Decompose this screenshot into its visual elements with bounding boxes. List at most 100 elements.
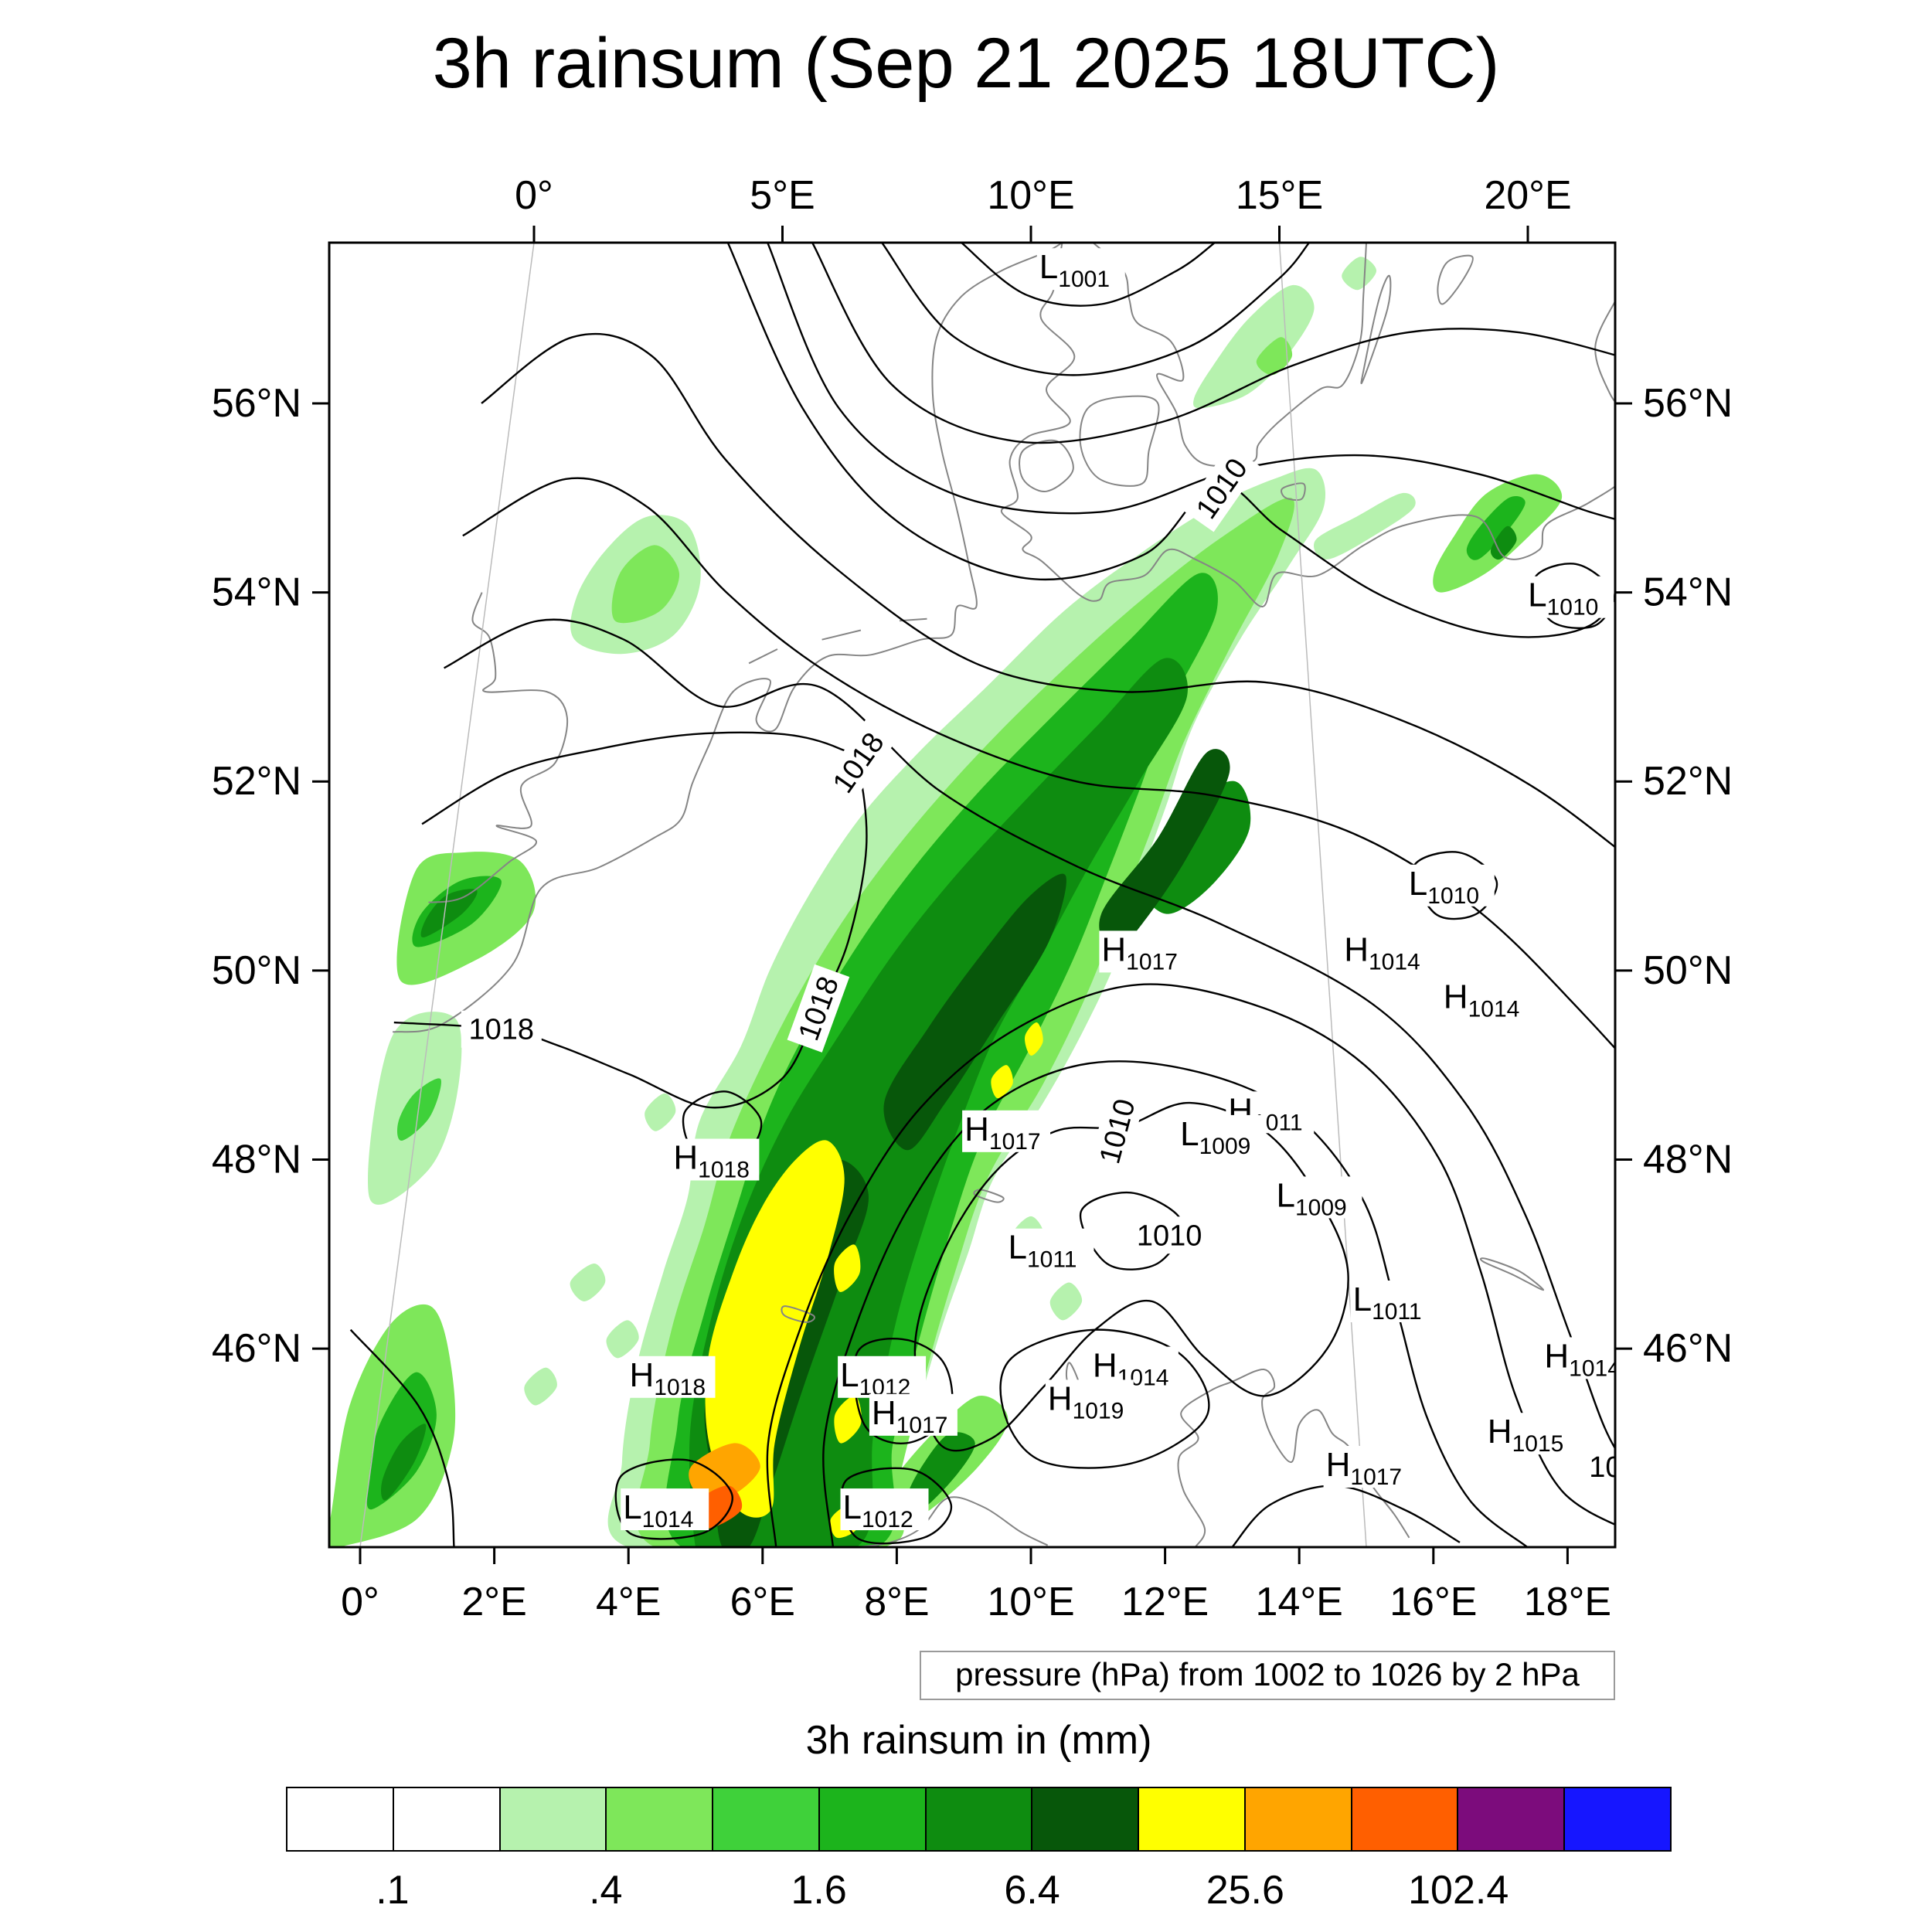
pressure-center-high: H1015 [1485,1413,1573,1457]
coastline [1092,243,1367,467]
rain-patch [1342,257,1377,291]
svg-text:L1001: L1001 [1039,248,1110,292]
svg-text:L1010: L1010 [1409,865,1479,909]
svg-text:L1010: L1010 [1528,577,1598,621]
coastline [1360,274,1392,385]
axis-label-right: 54°N [1643,570,1733,615]
axis-label-left: 56°N [212,381,301,426]
map-frame [328,241,1617,1549]
rain-patch [705,1140,845,1518]
pressure-center-high: H1014 [1542,1337,1621,1381]
axis-label-right: 52°N [1643,759,1733,804]
contour-label: 1010 [1088,1087,1146,1175]
axis-label-top: 15°E [1236,173,1323,218]
isobar [481,332,1615,849]
svg-text:L1009: L1009 [1277,1176,1347,1220]
coastline [821,629,862,641]
colorbar-cell [1458,1788,1566,1850]
pressure-center-low: L1011 [1350,1281,1439,1325]
colorbar-cell [926,1788,1033,1850]
colorbar-cell [1032,1788,1140,1850]
contour-label: 1018 [461,1010,542,1048]
axis-label-bottom: 14°E [1256,1580,1343,1624]
pressure-center-low: L1010 [1406,864,1495,909]
pressure-center-high: H1017 [1099,930,1188,975]
pressure-center-high: H1018 [627,1355,716,1400]
isobar [961,243,1216,307]
graticule-line [359,243,535,1547]
rain-patch [570,1264,606,1301]
colorbar-cell [1245,1788,1352,1850]
isobar [349,1328,455,1547]
isobar [840,1467,952,1545]
axis-label-top: 20°E [1484,173,1571,218]
svg-text:1014: 1014 [1589,1451,1655,1484]
axis-label-left: 50°N [212,948,301,993]
isobar [881,243,1311,376]
coastline [392,243,1063,1033]
rain-patch [1099,749,1230,952]
isobar [462,477,1615,1050]
isobar [444,618,1615,1451]
coastline [748,648,778,665]
axis-label-right: 56°N [1643,381,1733,426]
rain-patch [1490,526,1517,560]
rain-patch [1466,496,1526,560]
colorbar-cell [713,1788,820,1850]
rain-patch [883,873,1066,1151]
axis-label-top: 10°E [987,173,1074,218]
colorbar-cell [287,1788,394,1850]
rain-patch [834,1396,862,1444]
axis-label-bottom: 12°E [1121,1580,1209,1624]
pressure-center-low: L1010 [1526,576,1614,621]
colorbar-cell [607,1788,714,1850]
svg-text:H1014: H1014 [1444,978,1520,1022]
isobar [766,983,1615,1547]
axis-label-bottom: 16°E [1389,1580,1477,1624]
coastline [1079,395,1160,487]
pressure-center-low: L1009 [1274,1176,1362,1220]
coastline [1019,439,1074,492]
pressure-center-low: L1012 [840,1488,929,1532]
colorbar-cell [1139,1788,1246,1850]
rain-patch [689,1443,760,1499]
axis-label-bottom: 2°E [461,1580,526,1624]
svg-text:L1014: L1014 [623,1488,693,1532]
svg-text:H1014: H1014 [1544,1337,1621,1381]
pressure-center-high: H1017 [962,1110,1051,1155]
isobar [767,243,1615,521]
axis-label-bottom: 0° [341,1580,379,1624]
contour-label: 1010 [1129,1216,1210,1254]
coastline [1437,254,1474,305]
rain-patch [397,1078,441,1141]
axis-label-bottom: 4°E [596,1580,661,1624]
rain-patch [1256,337,1293,376]
svg-text:H1017: H1017 [1101,930,1178,975]
pressure-center-low: L1014 [621,1488,709,1532]
axis-label-left: 54°N [212,570,301,615]
coastline [428,592,569,903]
colorbar-cell [500,1788,607,1850]
isobar [999,1328,1210,1469]
pressure-center-high: H1014 [1440,978,1529,1022]
rain-patch [645,1093,676,1131]
axis-label-right: 46°N [1643,1326,1733,1371]
axis-label-bottom: 6°E [730,1580,795,1624]
svg-text:H1017: H1017 [872,1394,948,1438]
svg-text:L1009: L1009 [1180,1115,1250,1159]
isobar [822,1060,1529,1547]
pressure-legend-box: pressure (hPa) from 1002 to 1026 by 2 hP… [920,1651,1615,1700]
svg-text:L1011: L1011 [1009,1229,1077,1273]
colorbar-cell [393,1788,501,1850]
rain-patch [381,1423,427,1501]
svg-text:L1011: L1011 [1353,1281,1422,1325]
pressure-center-low: L1001 [1036,248,1125,292]
svg-text:1010: 1010 [1137,1219,1202,1252]
axis-label-bottom: 10°E [987,1580,1074,1624]
axis-label-right: 48°N [1643,1137,1733,1182]
coastline [1001,243,1615,607]
pressure-legend-text: pressure (hPa) from 1002 to 1026 by 2 hP… [955,1656,1580,1692]
rain-patch [420,889,478,938]
rain-patch [611,545,680,624]
isobar [393,731,868,1109]
